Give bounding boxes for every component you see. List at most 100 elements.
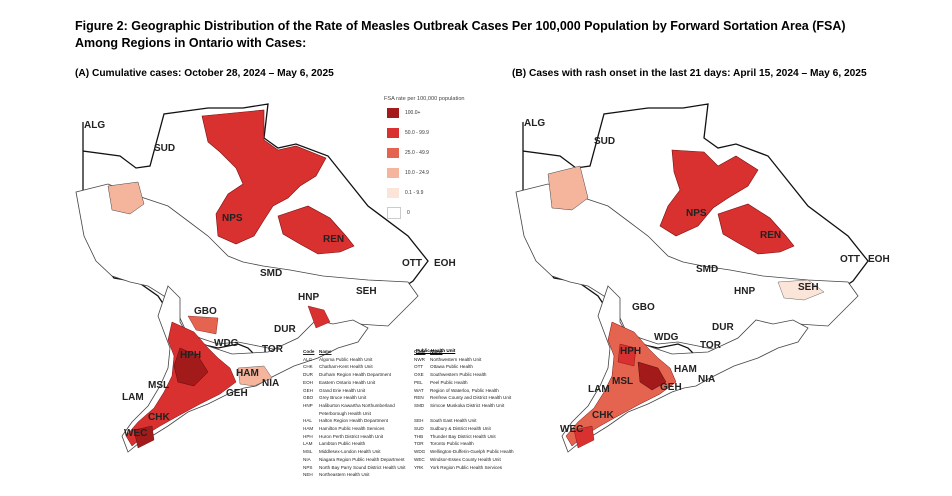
legend-title: FSA rate per 100,000 population [384, 96, 465, 102]
code-row: OXE Southwestern Public Health [414, 371, 514, 379]
label-hph: HPH [620, 346, 641, 357]
health-unit-name: Wellington-Dufferin-Guelph Public Health [430, 449, 514, 455]
code-row: WDG Wellington-Dufferin-Guelph Public Hea… [414, 448, 514, 456]
code-row: NPS North Bay Parry Sound District Health… [303, 464, 406, 472]
health-unit-name: Thunder Bay District Health Unit [430, 433, 496, 439]
health-unit-name: Toronto Public Health [430, 441, 474, 447]
label-eoh: EOH [434, 258, 456, 269]
code-row: SMD Simcoe Muskoka District Health Unit [414, 402, 514, 410]
label-chk: CHK [592, 410, 614, 421]
label-seh: SEH [798, 282, 819, 293]
sud-fsa [107, 181, 145, 215]
chk-fsa [573, 425, 595, 449]
health-unit-code: REN [414, 395, 424, 401]
health-unit-name: Ottawa Public Health [430, 364, 473, 370]
legend-swatch [387, 148, 399, 158]
legend-item: 25.0 - 49.9 [384, 147, 504, 159]
health-unit-name: York Region Public Health Services [430, 464, 503, 470]
health-unit-code: SMD [414, 402, 425, 408]
legend-item: 10.0 - 24.9 [384, 167, 504, 179]
legend-swatch [387, 108, 399, 118]
health-unit-name: Simcoe Muskoka District Health Unit [430, 402, 505, 408]
label-smd: SMD [696, 264, 718, 275]
code-row: REN Renfrew County and District Health Un… [414, 394, 514, 402]
tor-fsa [237, 365, 273, 387]
label-geh: GEH [660, 382, 682, 393]
label-nia: NIA [262, 378, 279, 389]
label-hnp: HNP [734, 286, 755, 297]
health-unit-name: Northeastern Health Unit [319, 472, 370, 478]
label-gbo: GBO [632, 302, 655, 313]
figure-title: Figure 2: Geographic Distribution of the… [75, 19, 846, 50]
legend-label: 25.0 - 49.9 [405, 150, 429, 156]
ontario-map-b: ALG SUD NPS REN OTT EOH SMD HNP SEH GBO … [515, 103, 890, 453]
health-unit-code: HAL [303, 418, 312, 424]
code-row: SUD Sudbury & District Health Unit [414, 425, 514, 433]
seh-fsa [777, 279, 825, 301]
code-row: PEL Peel Public Health [414, 379, 514, 387]
code-row: CHK Chatham-Kent Health Unit [303, 363, 406, 371]
label-dur: DUR [712, 322, 734, 333]
label-nps: NPS [222, 213, 243, 224]
code-row: YRK York Region Public Health Services [414, 464, 514, 472]
ren-region [277, 205, 355, 255]
health-unit-code: NPS [303, 464, 313, 470]
legend-item: 0.1 - 9.9 [384, 187, 504, 199]
health-unit-code: NEH [303, 472, 313, 478]
label-wdg: WDG [654, 332, 679, 343]
label-lam: LAM [122, 392, 144, 403]
health-unit-code: DUR [303, 372, 313, 378]
label-alg: ALG [84, 120, 105, 131]
high-rate-fsa [173, 347, 209, 387]
health-unit-code: HNP [303, 402, 313, 408]
health-unit-name: North Bay Parry Sound District Health Un… [319, 464, 406, 470]
label-ham: HAM [674, 364, 697, 375]
sud-fsa [547, 165, 589, 211]
legend-label: 100.0+ [405, 110, 421, 116]
legend-label: 50.0 - 99.9 [405, 130, 429, 136]
health-unit-code: OXE [414, 372, 424, 378]
panel-b-title: (B) Cases with rash onset in the last 21… [512, 68, 867, 79]
health-unit-name: Region of Waterloo, Public Health [430, 387, 499, 393]
health-unit-code: EOH [303, 379, 313, 385]
gbo-fsa [187, 315, 219, 335]
name-header: Name [319, 349, 332, 354]
health-unit-code: WAT [414, 387, 424, 393]
health-unit-name: Renfrew County and District Health Unit [430, 395, 512, 401]
code-row: NWR Northwestern Health Unit [414, 356, 514, 364]
code-row: SEH South East Health Unit [414, 417, 514, 425]
legend-swatch [387, 188, 399, 198]
health-unit-code: PEL [414, 379, 423, 385]
code-row: NEH Northeastern Health Unit [303, 471, 406, 479]
label-geh: GEH [226, 388, 248, 399]
label-wec: WEC [124, 428, 147, 439]
health-unit-name: Durham Region Health Department [319, 372, 392, 378]
code-row: ALG Algoma Public Health Unit [303, 356, 406, 364]
health-unit-name: Huron Perth District Health Unit [319, 433, 384, 439]
map-panel-a: ALG SUD NPS REN OTT EOH SMD HNP SEH GBO … [68, 86, 488, 496]
health-unit-name: Algoma Public Health Unit [319, 356, 373, 362]
health-unit-name: Halton Region Health Department [319, 418, 388, 424]
code-table-header: Code Name [303, 348, 406, 356]
health-unit-name: South East Health Unit [430, 418, 477, 424]
code-row: WEC Windsor-Essex County Health Unit [414, 456, 514, 464]
health-unit-name: Southwestern Public Health [430, 372, 487, 378]
panel-a-title: (A) Cumulative cases: October 28, 2024 –… [75, 68, 334, 79]
code-table-header: Code Name [414, 348, 514, 356]
label-ren: REN [323, 234, 344, 245]
health-unit-code: THB [414, 433, 424, 439]
label-wdg: WDG [214, 338, 239, 349]
legend-item: 0 [384, 207, 504, 219]
code-row: WAT Region of Waterloo, Public Health [414, 387, 514, 395]
legend-item: 100.0+ [384, 107, 504, 119]
chk-fsa [133, 425, 155, 449]
label-chk: CHK [148, 412, 170, 423]
label-nia: NIA [698, 374, 715, 385]
legend-item: 50.0 - 99.9 [384, 127, 504, 139]
label-ott: OTT [840, 254, 860, 265]
ontario-map-a: ALG SUD NPS REN OTT EOH SMD HNP SEH GBO … [75, 103, 456, 453]
high-rate-fsa [637, 361, 667, 391]
label-sud: SUD [594, 136, 615, 147]
label-sud: SUD [154, 143, 175, 154]
health-unit-code: HAM [303, 426, 314, 432]
